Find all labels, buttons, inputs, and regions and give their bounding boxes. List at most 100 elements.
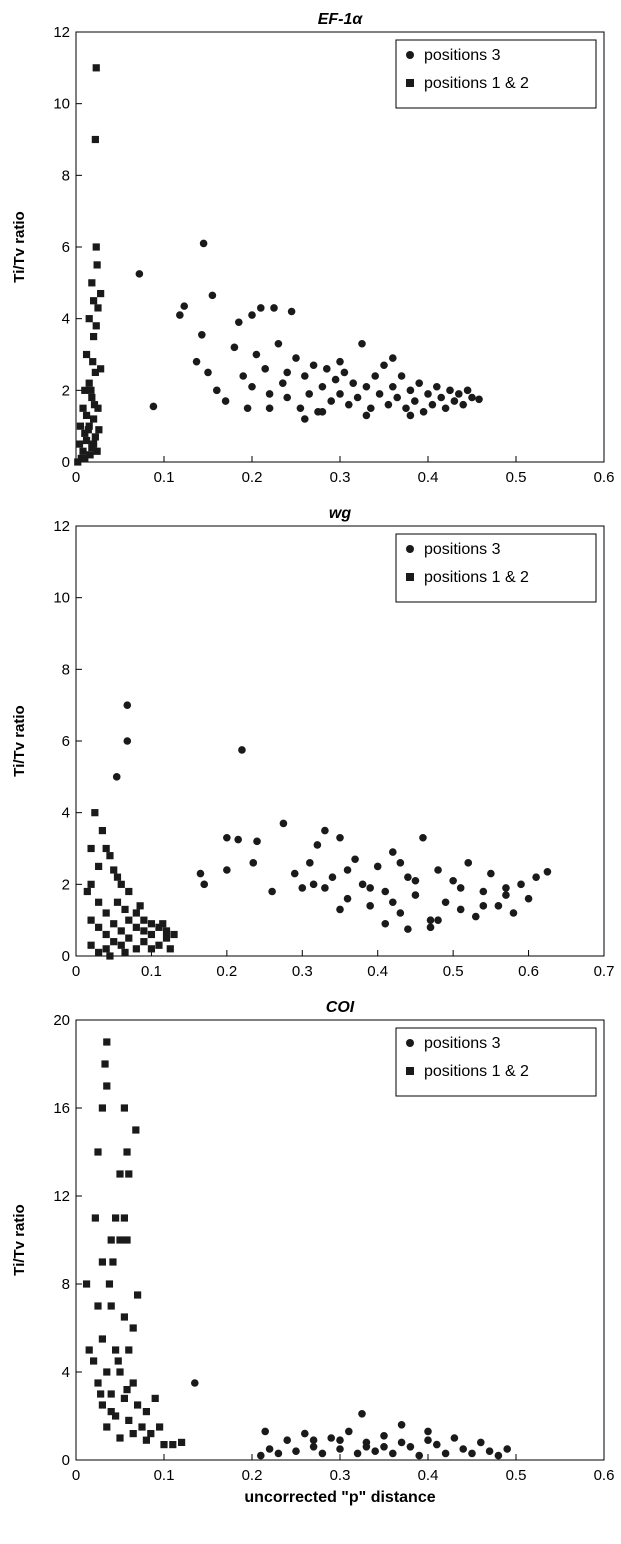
legend-square-icon [406,79,414,87]
data-point-square [75,440,84,448]
data-point-square [93,261,101,269]
legend: positions 3 positions 1 & 2 [395,39,597,109]
data-point-square [147,1430,155,1438]
data-point-square [110,938,118,946]
data-point-circle [192,357,201,366]
x-tick-label: 0.2 [216,963,237,980]
data-point-square [116,1368,124,1376]
data-point-square [151,1394,159,1402]
data-point-square [85,315,93,323]
y-tick-label: 6 [62,239,70,256]
data-point-square [87,941,95,949]
legend-label: positions 3 [424,47,501,64]
legend-circle-icon [406,545,414,553]
data-point-circle [468,393,476,402]
data-point-square [88,279,96,287]
data-point-square [91,135,99,144]
data-point-circle [366,902,374,910]
data-point-square [88,393,96,402]
data-point-circle [243,404,252,413]
data-point-square [91,433,99,441]
data-point-square [159,920,167,928]
data-point-circle [191,1379,199,1387]
data-point-circle [358,1410,366,1418]
y-tick-label: 2 [62,876,70,893]
y-axis-label: Ti/Tv ratio [11,705,28,776]
data-point-square [113,873,122,881]
data-point-square [129,1430,137,1438]
legend: positions 3 positions 1 & 2 [395,533,597,603]
y-tick-label: 10 [53,590,70,607]
data-point-square [98,1335,106,1343]
data-point-circle [404,873,412,881]
data-point-square [84,426,92,434]
data-point-circle [404,925,412,933]
data-point-square [87,844,95,853]
data-point-circle [450,1434,459,1442]
data-point-circle [471,912,480,921]
x-tick-label: 0.3 [330,1467,351,1484]
x-tick-label: 0.4 [418,469,439,486]
data-point-circle [415,379,424,387]
data-point-circle [441,898,450,907]
data-point-square [91,1214,99,1222]
data-point-square [98,1104,106,1112]
data-point-circle [328,873,337,881]
data-point-circle [279,819,288,828]
data-point-circle [239,372,247,380]
data-point-circle [389,898,397,907]
data-point-circle [270,304,278,312]
data-point-square [97,365,105,373]
x-tick-label: 0.4 [418,1467,439,1484]
data-point-square [113,898,122,906]
data-point-circle [358,880,367,889]
data-point-square [110,866,118,874]
data-point-square [123,1386,131,1394]
data-point-square [123,1236,131,1244]
data-point-square [87,880,95,888]
data-point-circle [290,869,299,878]
data-point-square [170,930,178,939]
data-point-square [102,909,110,917]
x-tick-label: 0 [72,469,80,486]
data-point-square [125,916,133,924]
data-point-circle [396,859,405,867]
x-tick-label: 0.2 [242,1467,263,1484]
series-2 [83,809,178,960]
data-point-square [120,1313,128,1321]
data-point-square [107,1408,115,1416]
data-point-circle [301,415,309,423]
data-point-circle [318,382,327,391]
data-point-square [121,905,129,914]
y-tick-label: 0 [62,1452,70,1469]
data-point-square [134,1401,142,1409]
data-point-circle [389,354,397,362]
data-point-square [106,852,114,860]
data-point-circle [428,400,437,409]
data-point-square [83,887,91,896]
data-point-square [129,1379,137,1387]
data-point-circle [406,386,415,395]
data-point-square [120,1394,128,1402]
data-point-circle [292,354,300,362]
x-tick-label: 0 [72,1467,80,1484]
data-point-circle [494,1451,503,1460]
data-point-square [134,1291,142,1299]
data-point-square [147,945,156,953]
data-point-square [178,1438,186,1446]
data-point-circle [265,1445,274,1453]
data-point-square [103,1368,111,1376]
data-point-square [98,1401,106,1409]
data-point-square [86,451,94,459]
data-point-square [107,1302,115,1310]
data-point-circle [349,379,358,387]
data-point-circle [336,1436,344,1444]
data-point-circle [309,361,318,370]
data-point-square [102,930,110,939]
x-tick-label: 0.6 [518,963,539,980]
data-point-square [123,1148,131,1156]
data-point-square [125,1170,133,1178]
data-point-square [98,1258,106,1266]
data-point-square [162,927,171,935]
data-point-circle [336,833,344,842]
